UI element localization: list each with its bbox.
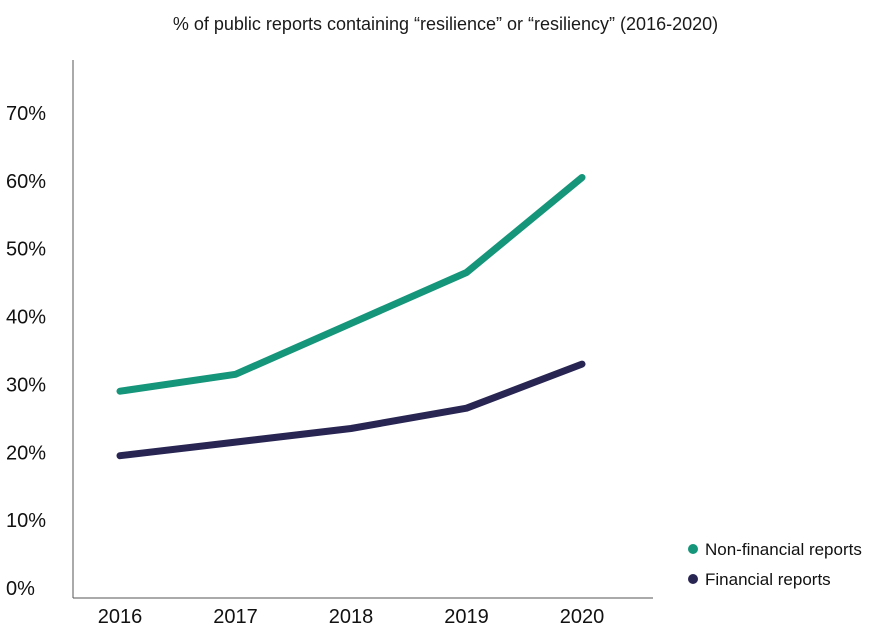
y-tick-label: 60% [6, 171, 46, 193]
y-tick-label: 70% [6, 103, 46, 125]
series-line-financial [116, 360, 586, 460]
y-tick-label: 30% [6, 374, 46, 396]
y-tick-label: 20% [6, 442, 46, 464]
legend-marker [688, 574, 698, 584]
x-tick-label: 2016 [98, 606, 143, 628]
y-tick-label: 50% [6, 239, 46, 261]
x-tick-label: 2019 [444, 606, 489, 628]
y-tick-label: 0% [6, 578, 35, 600]
y-tick-label: 10% [6, 510, 46, 532]
x-tick-label: 2017 [213, 606, 258, 628]
legend-label: Financial reports [705, 570, 831, 589]
y-tick-label: 40% [6, 307, 46, 329]
x-tick-label: 2020 [560, 606, 605, 628]
x-tick-label: 2018 [329, 606, 374, 628]
chart-title: % of public reports containing “resilien… [172, 14, 719, 34]
legend-marker [688, 544, 698, 554]
series-line-non-financial [116, 174, 586, 395]
legend-label: Non-financial reports [705, 540, 862, 559]
